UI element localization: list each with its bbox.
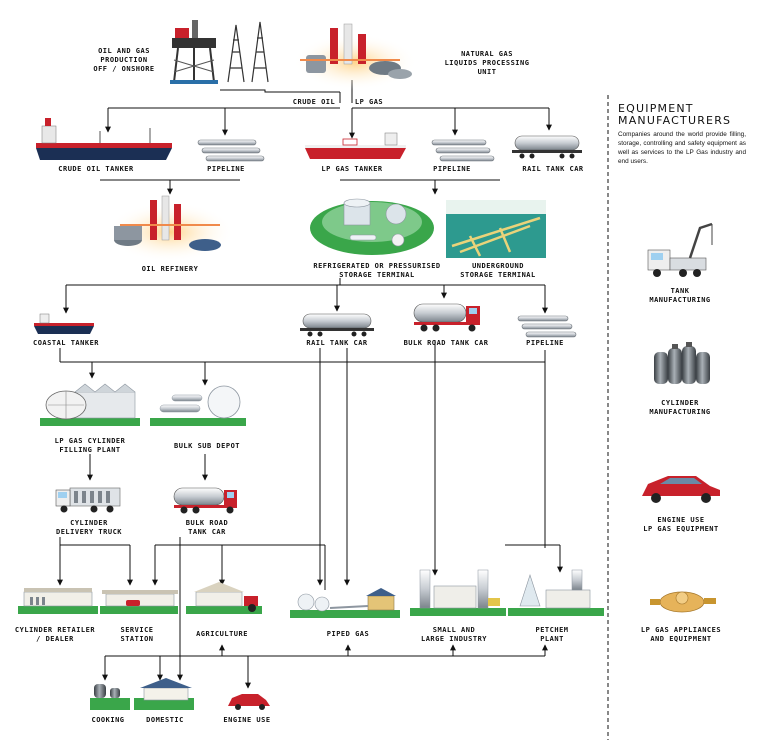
rail-tank-car-icon <box>512 135 582 159</box>
cylinder-filling-plant-icon <box>40 383 140 426</box>
lp-gas-label: LP GAS <box>354 98 384 106</box>
bulk-sub-depot-icon <box>150 385 246 426</box>
rail-tank-car-label: RAIL TANK CAR <box>522 165 584 173</box>
oil-refinery-icon <box>106 195 234 262</box>
domestic-icon <box>134 678 194 710</box>
industry-icon <box>410 569 506 616</box>
appliances-icon <box>650 591 716 613</box>
flow-lines <box>57 80 563 689</box>
ngl-processing-unit-label: NATURAL GAS LIQUIDS PROCESSING UNIT <box>444 50 530 76</box>
oil-gas-production-label: OIL AND GAS PRODUCTION OFF / ONSHORE <box>93 47 155 73</box>
cylinder-manufacturing-label: CYLINDER MANUFACTURING <box>649 399 711 416</box>
equipment-manufacturers-description: Companies around the world provide filli… <box>618 131 746 165</box>
cooking-icon <box>90 684 130 710</box>
lp-gas-tanker-icon <box>305 132 406 159</box>
coastal-tanker-icon <box>34 313 94 334</box>
engine-use-label: ENGINE USE <box>223 716 271 724</box>
bulk-road-tank-car-icon <box>413 303 480 332</box>
engine-use-car-icon <box>228 694 270 710</box>
oil-platform-icon <box>170 20 218 84</box>
cooking-label: COOKING <box>91 716 125 724</box>
industry-label: SMALL AND LARGE INDUSTRY <box>420 626 488 643</box>
crude-oil-label: CRUDE OIL <box>292 98 336 106</box>
cylinder-manufacturing-icon <box>654 342 710 384</box>
domestic-label: DOMESTIC <box>146 716 184 724</box>
tank-manufacturing-label: TANK MANUFACTURING <box>649 287 711 304</box>
cylinder-retailer-label: CYLINDER RETAILER / DEALER <box>14 626 96 643</box>
pipeline-icon <box>197 139 265 162</box>
underground-storage-label: UNDERGROUND STORAGE TERMINAL <box>460 262 536 279</box>
piped-gas-icon <box>290 588 400 618</box>
refrigerated-storage-label: REFRIGERATED OR PRESSURISED STORAGE TERM… <box>313 262 441 279</box>
pipeline-icon <box>517 315 577 338</box>
lp-gas-tanker-label: LP GAS TANKER <box>321 165 383 173</box>
pipeline-label: PIPELINE <box>433 165 471 173</box>
crude-oil-tanker-label: CRUDE OIL TANKER <box>58 165 134 173</box>
underground-storage-icon <box>446 200 546 258</box>
appliances-label: LP GAS APPLIANCES AND EQUIPMENT <box>640 626 722 643</box>
bulk-road-tank-car-label: BULK ROAD TANK CAR <box>185 519 229 536</box>
cylinder-delivery-truck-label: CYLINDER DELIVERY TRUCK <box>55 519 123 536</box>
derrick-icon <box>227 21 269 83</box>
ngl-processing-unit-icon <box>293 23 417 90</box>
engine-use-equipment-label: ENGINE USE LP GAS EQUIPMENT <box>643 516 719 533</box>
service-station-icon <box>100 590 178 614</box>
rail-tank-car-icon <box>300 313 374 337</box>
rail-tank-car-label: RAIL TANK CAR <box>306 339 368 347</box>
crude-oil-tanker-icon <box>36 118 172 160</box>
bulk-road-tank-car-label: BULK ROAD TANK CAR <box>403 339 489 347</box>
cylinder-delivery-truck-icon <box>55 487 121 513</box>
pipeline-label: PIPELINE <box>526 339 564 347</box>
coastal-tanker-label: COASTAL TANKER <box>32 339 100 347</box>
agriculture-icon <box>186 582 262 614</box>
bulk-sub-depot-label: BULK SUB DEPOT <box>173 442 241 450</box>
equipment-manufacturers-title: EQUIPMENT MANUFACTURERS <box>618 102 732 127</box>
pipeline-icon <box>431 139 495 162</box>
bulk-road-tank-car-icon <box>173 487 237 514</box>
refrigerated-storage-icon <box>310 198 434 255</box>
piped-gas-label: PIPED GAS <box>326 630 370 638</box>
agriculture-label: AGRICULTURE <box>196 630 248 638</box>
cylinder-filling-plant-label: LP GAS CYLINDER FILLING PLANT <box>54 437 126 454</box>
pipeline-label: PIPELINE <box>207 165 245 173</box>
cylinder-retailer-icon <box>18 588 98 614</box>
petchem-plant-label: PETCHEM PLANT <box>535 626 569 643</box>
engine-use-equipment-icon <box>642 476 720 503</box>
service-station-label: SERVICE STATION <box>120 626 154 643</box>
oil-refinery-label: OIL REFINERY <box>141 265 199 273</box>
tank-manufacturing-icon <box>647 222 713 277</box>
petchem-plant-icon <box>508 569 604 616</box>
